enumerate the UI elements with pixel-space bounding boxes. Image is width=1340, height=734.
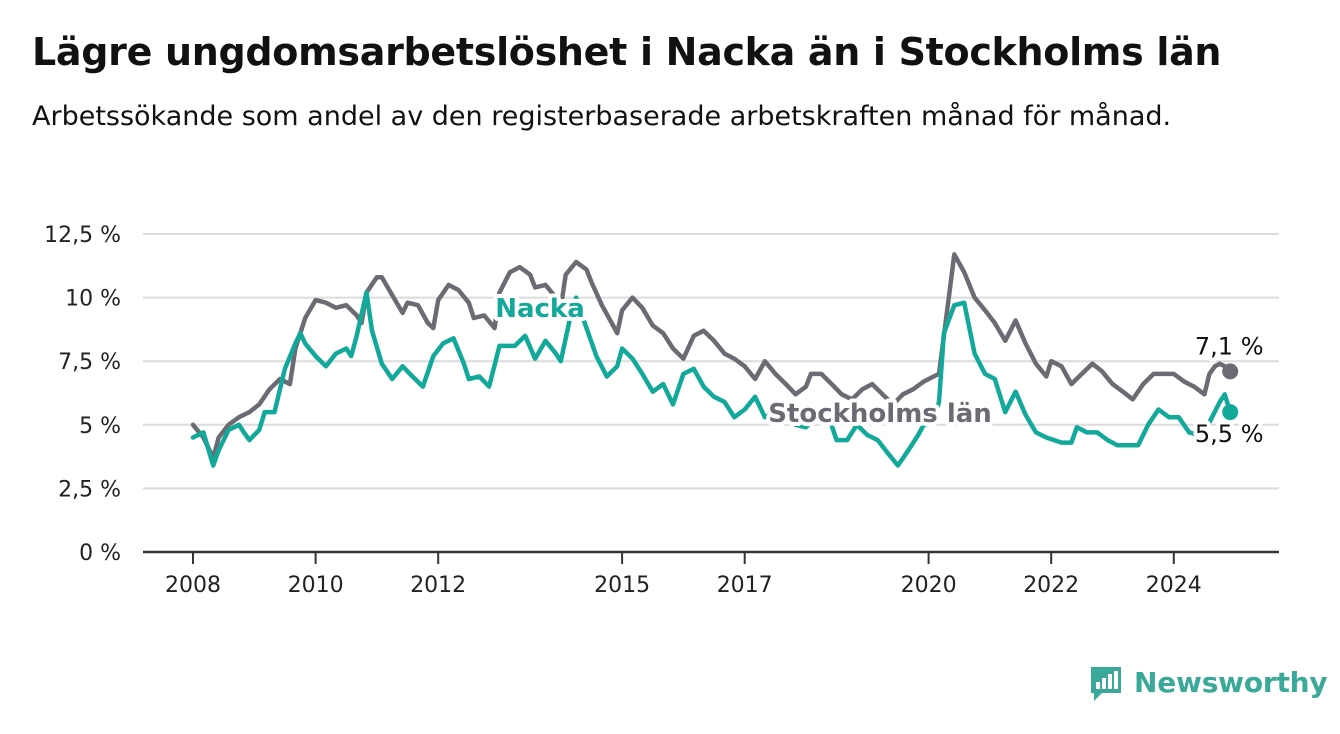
end-point-nacka — [1222, 404, 1239, 421]
y-tick-label: 12,5 % — [44, 223, 121, 248]
x-tick-label: 2008 — [165, 573, 221, 598]
series-layer — [190, 252, 1239, 468]
x-tick-label: 2022 — [1023, 573, 1079, 598]
chart-title: Lägre ungdomsarbetslöshet i Nacka än i S… — [32, 30, 1222, 74]
series-label-nacka: Nacka — [495, 294, 585, 324]
y-tick-label: 0 % — [79, 541, 121, 566]
grid-lines — [143, 233, 1279, 490]
x-tick-label: 2024 — [1146, 573, 1202, 598]
x-axis-ticks: 2008 2010 2012 2015 2017 2020 2022 2024 — [165, 552, 1202, 598]
x-tick-label: 2015 — [594, 573, 650, 598]
y-tick-label: 7,5 % — [58, 350, 121, 375]
y-axis-ticks: 0 % 2,5 % 5 % 7,5 % 10 % 12,5 % — [44, 223, 121, 566]
end-value-nacka: 5,5 % — [1195, 420, 1264, 448]
end-point-stockholms-l-n — [1222, 363, 1239, 380]
series-line-stockholms-l-n — [190, 252, 1233, 461]
series-line-nacka — [190, 290, 1233, 468]
y-tick-label: 5 % — [79, 414, 121, 439]
end-value-stockholm: 7,1 % — [1195, 332, 1264, 360]
y-tick-label: 10 % — [65, 287, 121, 312]
line-chart: 0 %2,5 %5 %7,5 %10 %12,5 % 2008 2010 2012 2… — [44, 223, 1279, 598]
x-tick-label: 2012 — [410, 573, 466, 598]
series-label-stockholm: Stockholms län — [768, 399, 992, 429]
newsworthy-logo[interactable]: Newsworthy — [1088, 660, 1328, 704]
x-tick-label: 2017 — [717, 573, 773, 598]
series-labels: Nacka Stockholms län 7,1 % 5,5 % — [491, 290, 1267, 452]
x-tick-label: 2020 — [901, 573, 957, 598]
y-tick-label: 2,5 % — [58, 477, 121, 502]
newsworthy-logo-icon — [1088, 664, 1124, 701]
x-tick-label: 2010 — [288, 573, 344, 598]
newsworthy-logo-text: Newsworthy — [1134, 665, 1328, 699]
chart-subtitle: Arbetssökande som andel av den registerb… — [32, 101, 1172, 132]
